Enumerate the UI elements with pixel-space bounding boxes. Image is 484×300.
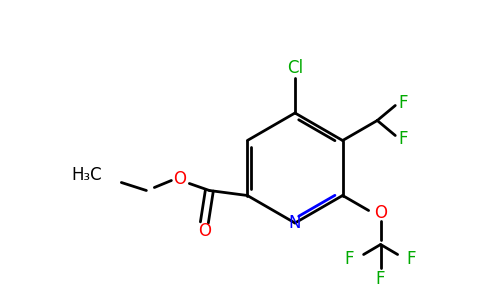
Text: F: F [345,250,354,268]
Text: H₃C: H₃C [72,166,103,184]
Text: F: F [398,130,408,148]
Text: O: O [374,203,387,221]
Text: O: O [173,169,186,188]
Text: F: F [398,94,408,112]
Text: F: F [376,269,385,287]
Text: Cl: Cl [287,59,303,77]
Text: F: F [407,250,416,268]
Text: O: O [198,223,211,241]
Text: N: N [289,214,301,232]
